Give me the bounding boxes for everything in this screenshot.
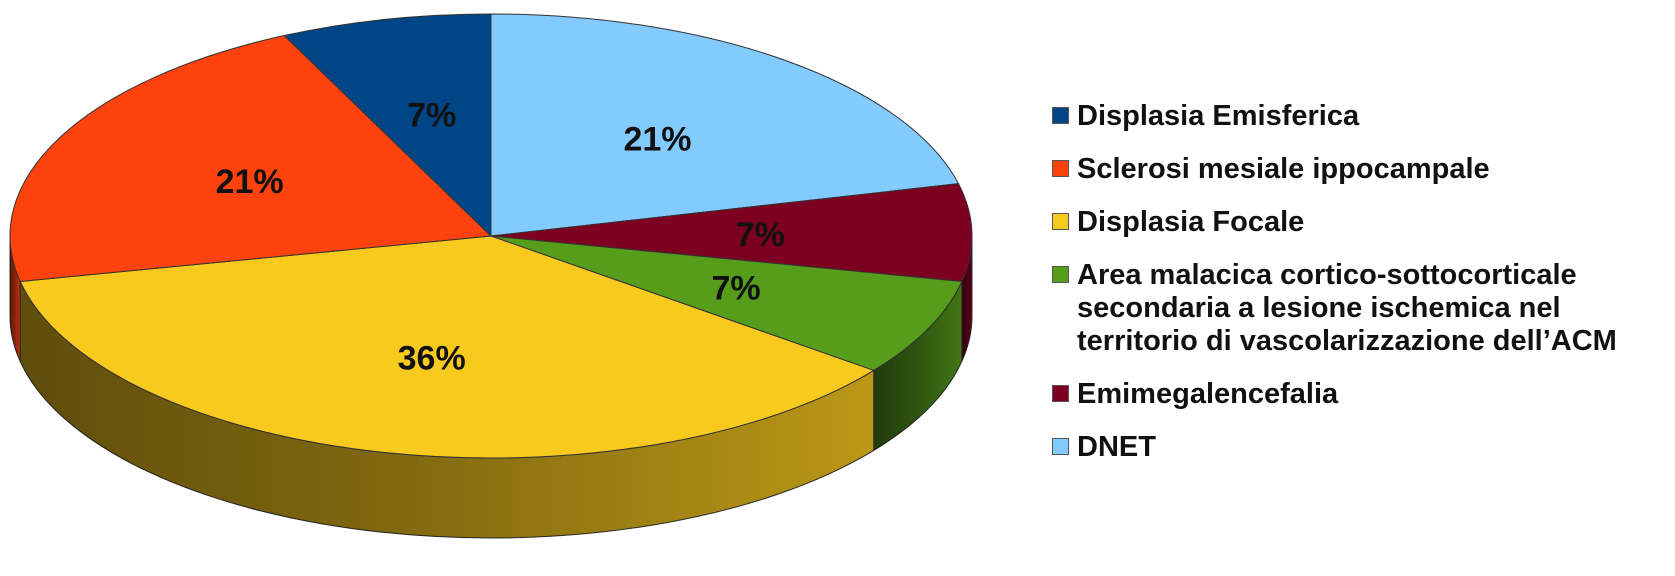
chart-legend: Displasia Emisferica Sclerosi mesiale ipp… <box>1052 100 1672 484</box>
data-label-sclerosi-mesiale-ippocampale: 21% <box>216 163 284 201</box>
pie-side-shade <box>961 236 972 362</box>
legend-label: Area malacica cortico-sottocorticale sec… <box>1077 259 1617 357</box>
pie-slice-area-malacica-cortico-sottocor <box>490 235 963 371</box>
legend-label: Emimegalencefalia <box>1077 378 1339 410</box>
legend-label: DNET <box>1077 431 1156 463</box>
legend-label: Displasia Focale <box>1077 206 1305 238</box>
pie-slice-displasia-focale <box>19 235 875 459</box>
data-label-area-malacica-cortico-sottocor: 7% <box>711 270 760 308</box>
legend-item-sclerosi-mesiale-ippocampale: Sclerosi mesiale ippocampale <box>1052 153 1672 186</box>
legend-swatch <box>1052 107 1069 124</box>
data-label-displasia-focale: 36% <box>398 339 466 377</box>
data-label-emimegalencefalia: 7% <box>736 216 785 254</box>
legend-item-dnet: DNET <box>1052 431 1672 464</box>
data-label-dnet: 21% <box>623 120 691 158</box>
pie-slice-displasia-emisferica <box>283 13 492 238</box>
legend-swatch <box>1052 160 1069 177</box>
legend-item-area-malacica-cortico-sottocor: Area malacica cortico-sottocorticale sec… <box>1052 259 1672 358</box>
pie-slice-emimegalencefalia <box>490 183 973 282</box>
pie-side-shade <box>20 281 874 538</box>
legend-item-displasia-focale: Displasia Focale <box>1052 206 1672 239</box>
pie-side-shade <box>873 281 962 451</box>
legend-swatch <box>1052 438 1069 455</box>
legend-item-displasia-emisferica: Displasia Emisferica <box>1052 100 1672 133</box>
pie-side-shade <box>10 236 21 362</box>
legend-label: Displasia Emisferica <box>1077 100 1360 132</box>
legend-item-emimegalencefalia: Emimegalencefalia <box>1052 378 1672 411</box>
pie-slice-dnet <box>490 13 960 237</box>
legend-label: Sclerosi mesiale ippocampale <box>1077 153 1490 185</box>
pie-slice-sclerosi-mesiale-ippocampale <box>9 35 493 282</box>
legend-swatch <box>1052 385 1069 402</box>
legend-swatch <box>1052 213 1069 230</box>
legend-swatch <box>1052 266 1069 283</box>
data-label-displasia-emisferica: 7% <box>407 97 456 135</box>
